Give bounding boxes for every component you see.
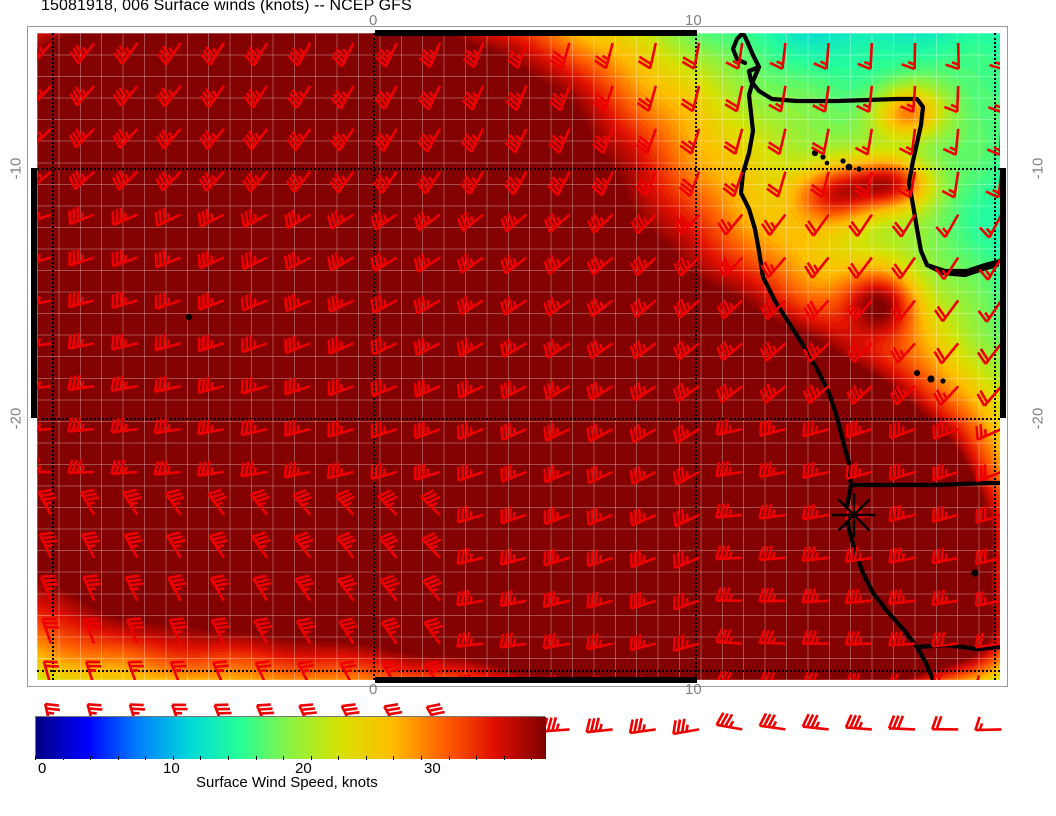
wind-barb [887,715,916,731]
wind-barb [672,718,700,736]
wind-barb [930,715,959,731]
gridline-lon-10 [695,33,697,680]
axis-bar-right [1000,168,1006,418]
wind-speed-field [37,33,1000,680]
tick-right-minus10: -10 [1029,157,1047,180]
wind-barb [628,718,656,735]
gridline-lon-west [52,33,54,680]
tick-top-0: 0 [369,12,378,29]
colorbar-label-10: 10 [163,760,180,777]
tick-right-minus20: -20 [1029,407,1047,430]
map-plot-area[interactable] [37,33,1000,680]
colorbar [35,716,546,759]
wind-barb [585,717,613,734]
colorbar-ticks [35,756,547,760]
tick-bottom-10: 10 [685,681,702,698]
gridline-lat-south [37,670,1000,672]
axis-bar-top [375,30,697,36]
wind-barb [844,714,872,731]
gridline-lat-10 [37,168,1000,170]
gridline-lon-east [994,33,996,680]
tick-left-minus20: -20 [7,407,25,430]
tick-top-10: 10 [685,12,702,29]
axis-bar-bottom [375,677,697,683]
tick-bottom-0: 0 [369,681,378,698]
wind-barb [758,712,786,731]
colorbar-label-20: 20 [295,760,312,777]
colorbar-gradient [36,717,546,759]
axis-bar-left [31,168,37,418]
gridline-lon-0 [373,33,375,680]
colorbar-title: Surface Wind Speed, knots [196,774,378,791]
tick-left-minus10: -10 [7,157,25,180]
wind-barb [542,716,570,733]
figure-title: 15081918, 006 Surface winds (knots) -- N… [41,0,412,14]
gridline-lat-20 [37,418,1000,420]
wind-barb [801,713,829,731]
colorbar-label-0: 0 [38,760,47,777]
colorbar-label-30: 30 [424,760,441,777]
wind-barb [974,716,1002,732]
wind-barb [715,712,743,731]
